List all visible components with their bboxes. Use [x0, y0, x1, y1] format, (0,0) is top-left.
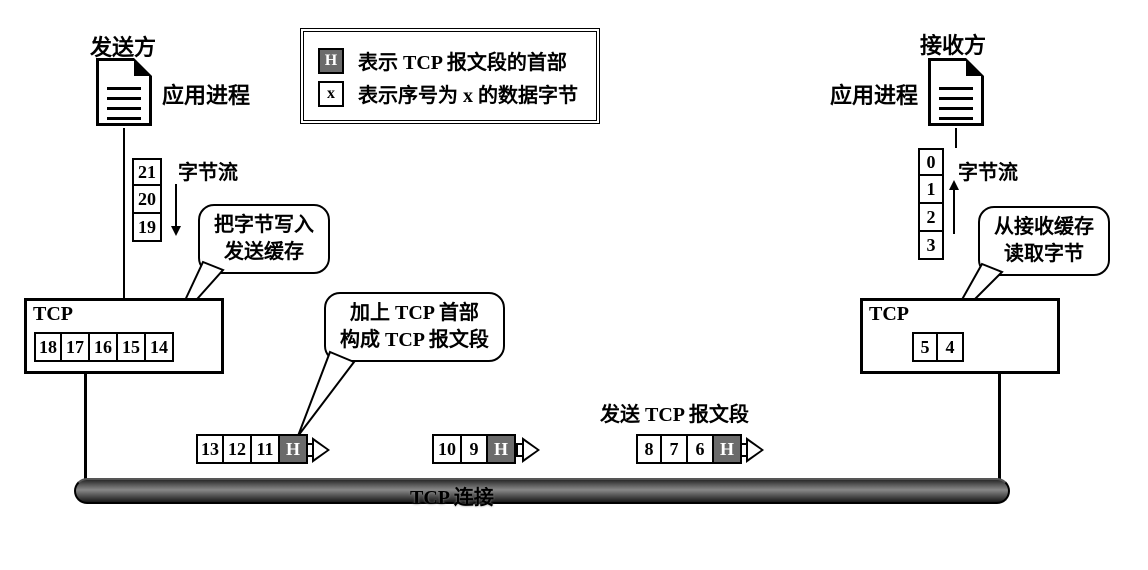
segment-cell: 9 — [462, 434, 488, 464]
segment-header-cell: H — [488, 434, 516, 464]
pipe-label: TCP 连接 — [410, 481, 494, 510]
receiver-label: 接收方 — [920, 28, 986, 60]
up-arrow-icon — [948, 178, 960, 236]
byte-cell: 20 — [132, 186, 162, 214]
legend-text-header: 表示 TCP 报文段的首部 — [358, 46, 567, 75]
tcp-label: TCP — [33, 303, 73, 326]
legend-text-byte: 表示序号为 x 的数据字节 — [358, 79, 578, 108]
app-process-left-label: 应用进程 — [162, 78, 250, 110]
byte-cell: 21 — [132, 158, 162, 186]
connector-line — [998, 374, 1001, 490]
buffer-cell: 15 — [118, 332, 146, 362]
callout-pointer-icon — [294, 350, 364, 440]
segment-cell: 10 — [432, 434, 462, 464]
buffer-cell: 16 — [90, 332, 118, 362]
down-arrow-icon — [170, 182, 182, 238]
segment-1: 13 12 11 H — [196, 434, 308, 464]
right-arrow-icon — [306, 437, 330, 463]
right-arrow-icon — [740, 437, 764, 463]
receiver-byte-stream: 0 1 2 3 — [918, 148, 944, 260]
diagram-stage: H 表示 TCP 报文段的首部 x 表示序号为 x 的数据字节 发送方 应用进程… — [0, 0, 1148, 570]
tcp-label: TCP — [869, 303, 909, 326]
connector-line — [84, 374, 87, 490]
segment-cell: 11 — [252, 434, 280, 464]
segment-cell: 13 — [196, 434, 224, 464]
legend-swatch-byte: x — [318, 81, 344, 107]
byte-cell: 19 — [132, 214, 162, 242]
byte-cell: 3 — [918, 232, 944, 260]
sender-byte-stream: 21 20 19 — [132, 158, 162, 242]
receiver-doc-icon — [928, 58, 984, 126]
buffer-cell: 14 — [146, 332, 174, 362]
right-arrow-icon — [516, 437, 540, 463]
byte-stream-right-label: 字节流 — [958, 156, 1018, 185]
byte-cell: 1 — [918, 176, 944, 204]
segment-2: 10 9 H — [432, 434, 516, 464]
receiver-buffer: 5 4 — [912, 332, 964, 362]
legend-row-byte: x 表示序号为 x 的数据字节 — [318, 79, 578, 108]
segment-3: 8 7 6 H — [636, 434, 742, 464]
callout-line: 从接收缓存 读取字节 — [994, 216, 1094, 265]
legend-swatch-header: H — [318, 48, 344, 74]
segment-cell: 8 — [636, 434, 662, 464]
legend-box: H 表示 TCP 报文段的首部 x 表示序号为 x 的数据字节 — [300, 28, 600, 124]
buffer-cell: 5 — [912, 332, 938, 362]
byte-cell: 2 — [918, 204, 944, 232]
buffer-cell: 18 — [34, 332, 62, 362]
sender-buffer: 18 17 16 15 14 — [34, 332, 174, 362]
tcp-pipe — [74, 478, 1010, 504]
buffer-cell: 4 — [938, 332, 964, 362]
connector-line — [955, 128, 957, 148]
segment-cell: 7 — [662, 434, 688, 464]
buffer-cell: 17 — [62, 332, 90, 362]
byte-cell: 0 — [918, 148, 944, 176]
segment-header-cell: H — [714, 434, 742, 464]
callout-line: 加上 TCP 首部 构成 TCP 报文段 — [340, 302, 489, 351]
byte-stream-left-label: 字节流 — [178, 156, 238, 185]
callout-line: 把字节写入 发送缓存 — [214, 214, 314, 263]
send-segment-label: 发送 TCP 报文段 — [600, 398, 749, 427]
segment-header-cell: H — [280, 434, 308, 464]
sender-doc-icon — [96, 58, 152, 126]
legend-row-header: H 表示 TCP 报文段的首部 — [318, 46, 578, 75]
connector-line — [123, 128, 125, 298]
app-process-right-label: 应用进程 — [830, 78, 918, 110]
segment-cell: 6 — [688, 434, 714, 464]
segment-cell: 12 — [224, 434, 252, 464]
